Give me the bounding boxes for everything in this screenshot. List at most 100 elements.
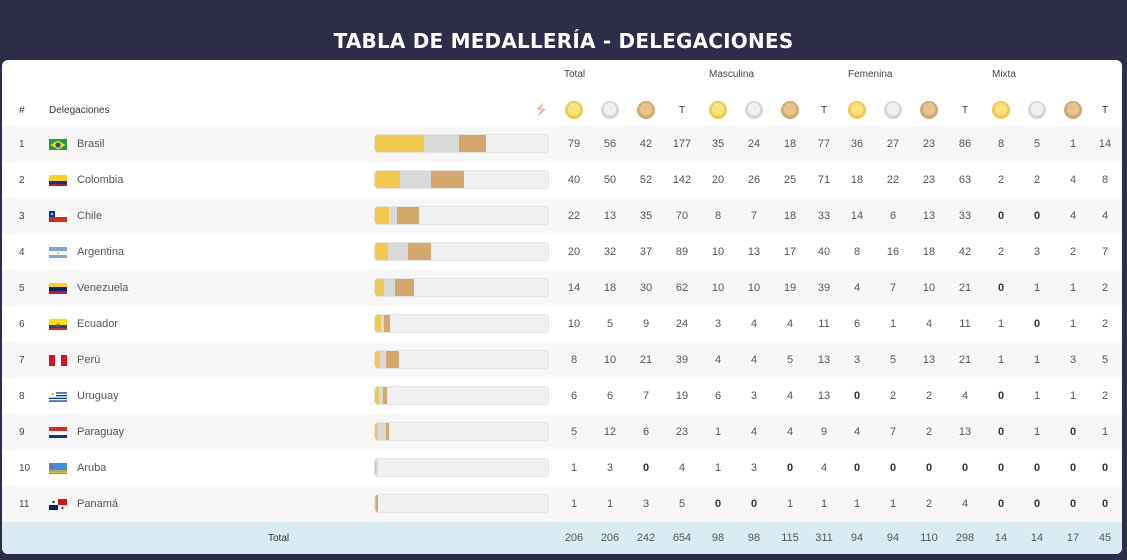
medal-count-cell: 8 — [997, 138, 1005, 150]
medal-count-cell: 2 — [925, 426, 933, 438]
medal-count-cell: 0 — [714, 498, 722, 510]
table-row[interactable]: 3 Chile 22 13 35 70 8 7 18 33 14 6 13 33 0 0 4 4 — [2, 198, 1122, 234]
medal-count-cell: 5 — [678, 498, 686, 510]
table-row[interactable]: 9 Paraguay 5 12 6 23 1 4 4 9 4 7 2 13 0 1 0 1 — [2, 414, 1122, 450]
total-count-cell: 206 — [600, 532, 620, 544]
table-row[interactable]: 8 Uruguay 6 6 7 19 6 3 4 13 0 2 2 4 0 1 1 2 — [2, 378, 1122, 414]
medal-count-cell: 1 — [889, 498, 897, 510]
medal-count-cell: 42 — [958, 246, 972, 258]
medal-count-cell: 3 — [750, 390, 758, 402]
bronze-medal-icon — [637, 94, 655, 126]
group-total-label: Total — [564, 69, 586, 80]
medal-count-cell: 13 — [817, 390, 831, 402]
medal-count-cell: 21 — [639, 354, 653, 366]
medal-count-cell: 1 — [1069, 282, 1077, 294]
medal-count-cell: 17 — [783, 246, 797, 258]
medal-count-cell: 1 — [853, 498, 861, 510]
medal-count-cell: 1 — [1033, 426, 1041, 438]
medal-count-cell: 4 — [853, 426, 861, 438]
medal-count-cell: 1 — [997, 354, 1005, 366]
bronze-segment — [385, 423, 390, 440]
silver-segment — [388, 207, 397, 224]
medal-count-cell: 1 — [1069, 138, 1077, 150]
medal-count-cell: 6 — [714, 390, 722, 402]
medal-count-cell: 21 — [958, 354, 972, 366]
medal-count-cell: 19 — [783, 282, 797, 294]
total-count-cell: 654 — [672, 532, 692, 544]
medal-count-cell: 3 — [1033, 246, 1041, 258]
silver-medal-icon — [1028, 94, 1046, 126]
group-header: Total Masculina Femenina Mixta — [2, 60, 1122, 88]
total-label: Total — [268, 532, 290, 544]
table-row[interactable]: 11 Panamá 1 1 3 5 0 0 1 1 1 1 2 4 0 0 0 0 — [2, 486, 1122, 522]
medal-count-cell: 10 — [922, 282, 936, 294]
total-count-cell: 242 — [636, 532, 656, 544]
table-row[interactable]: 6 Ecuador 10 5 9 24 3 4 4 11 6 1 4 11 1 0 1 2 — [2, 306, 1122, 342]
silver-segment — [383, 279, 395, 296]
medal-count-cell: 12 — [603, 426, 617, 438]
medal-count-cell: 18 — [783, 210, 797, 222]
bronze-segment — [459, 135, 486, 152]
medal-count-cell: 4 — [1101, 210, 1109, 222]
table-row[interactable]: 2 Colombia 40 50 52 142 20 26 25 71 18 22 23 63 2 2 4 8 — [2, 162, 1122, 198]
medal-count-cell: 6 — [570, 390, 578, 402]
medal-count-cell: 20 — [711, 174, 725, 186]
total-count-cell: 98 — [711, 532, 725, 544]
medal-count-cell: 71 — [817, 174, 831, 186]
medal-count-cell: 1 — [1101, 426, 1109, 438]
silver-segment — [378, 387, 383, 404]
country-name: Brasil — [77, 138, 105, 150]
table-row[interactable]: 1 Brasil 79 56 42 177 35 24 18 77 36 27 23 86 8 5 1 14 — [2, 126, 1122, 162]
medal-count-cell: 27 — [886, 138, 900, 150]
medal-count-cell: 6 — [606, 390, 614, 402]
table-row[interactable]: 10 Aruba 1 3 0 4 1 3 0 4 0 0 0 0 0 0 0 0 — [2, 450, 1122, 486]
medal-count-cell: 13 — [922, 354, 936, 366]
medal-count-cell: 18 — [603, 282, 617, 294]
medal-count-cell: 1 — [820, 498, 828, 510]
medal-count-cell: 4 — [678, 462, 686, 474]
medal-count-cell: 3 — [853, 354, 861, 366]
table-row[interactable]: 4 Argentina 20 32 37 89 10 13 17 40 8 16 18 42 2 3 2 7 — [2, 234, 1122, 270]
medal-count-cell: 2 — [1101, 318, 1109, 330]
medal-count-cell: 14 — [567, 282, 581, 294]
medal-count-cell: 0 — [1069, 498, 1077, 510]
table-row[interactable]: 7 Perú 8 10 21 39 4 4 5 13 3 5 13 21 1 1 3 5 — [2, 342, 1122, 378]
country-name: Uruguay — [77, 390, 119, 402]
rank-cell: 8 — [19, 390, 25, 402]
medal-count-cell: 13 — [603, 210, 617, 222]
medal-count-cell: 0 — [642, 462, 650, 474]
medal-count-cell: 4 — [786, 426, 794, 438]
medal-count-cell: 4 — [750, 426, 758, 438]
medal-count-cell: 63 — [958, 174, 972, 186]
gold-medal-icon — [565, 94, 583, 126]
medal-count-cell: 0 — [786, 462, 794, 474]
medal-count-cell: 16 — [886, 246, 900, 258]
total-column-header: T — [1101, 104, 1109, 116]
medal-count-cell: 35 — [639, 210, 653, 222]
medal-count-cell: 2 — [925, 498, 933, 510]
country-name: Paraguay — [77, 426, 125, 438]
medal-count-cell: 0 — [889, 462, 897, 474]
medal-count-cell: 14 — [850, 210, 864, 222]
table-row[interactable]: 5 Venezuela 14 18 30 62 10 10 19 39 4 7 10 21 0 1 1 2 — [2, 270, 1122, 306]
medal-bar — [374, 206, 549, 225]
flag-icon — [49, 318, 67, 330]
medal-count-cell: 6 — [889, 210, 897, 222]
gold-segment — [375, 279, 384, 296]
medal-count-cell: 7 — [889, 282, 897, 294]
total-count-cell: 298 — [955, 532, 975, 544]
bronze-medal-icon — [781, 94, 799, 126]
medal-count-cell: 1 — [570, 462, 578, 474]
gold-segment — [375, 495, 376, 512]
medal-count-cell: 0 — [997, 462, 1005, 474]
medal-count-cell: 4 — [1069, 174, 1077, 186]
medal-count-cell: 6 — [853, 318, 861, 330]
medal-count-cell: 14 — [1098, 138, 1112, 150]
medal-count-cell: 4 — [786, 318, 794, 330]
medal-count-cell: 70 — [675, 210, 689, 222]
medal-count-cell: 0 — [1069, 462, 1077, 474]
medal-count-cell: 4 — [714, 354, 722, 366]
country-name: Panamá — [77, 498, 118, 510]
medal-count-cell: 26 — [747, 174, 761, 186]
medal-bar — [374, 386, 549, 405]
